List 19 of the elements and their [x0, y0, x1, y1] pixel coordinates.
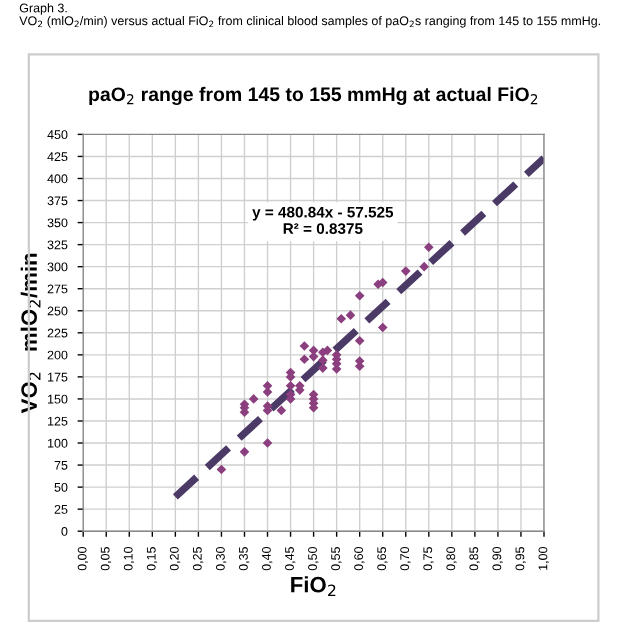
point — [318, 363, 328, 373]
point — [248, 394, 259, 404]
point — [336, 313, 347, 324]
point — [377, 322, 388, 333]
point — [419, 261, 429, 272]
point — [318, 355, 328, 365]
point — [345, 310, 356, 320]
point — [354, 335, 365, 346]
point — [423, 242, 434, 253]
point — [239, 447, 250, 457]
x-axis-title: FiO$_{2}$ — [291, 576, 336, 596]
point — [400, 266, 411, 276]
point — [285, 380, 296, 391]
point — [262, 438, 273, 448]
point — [276, 405, 287, 416]
chart-title: paO$_{2}$ range from 145 to 155 mmHg at actual FiO$_{2}$ — [89, 86, 538, 106]
point — [299, 354, 310, 365]
point — [354, 290, 365, 301]
point — [299, 341, 310, 351]
